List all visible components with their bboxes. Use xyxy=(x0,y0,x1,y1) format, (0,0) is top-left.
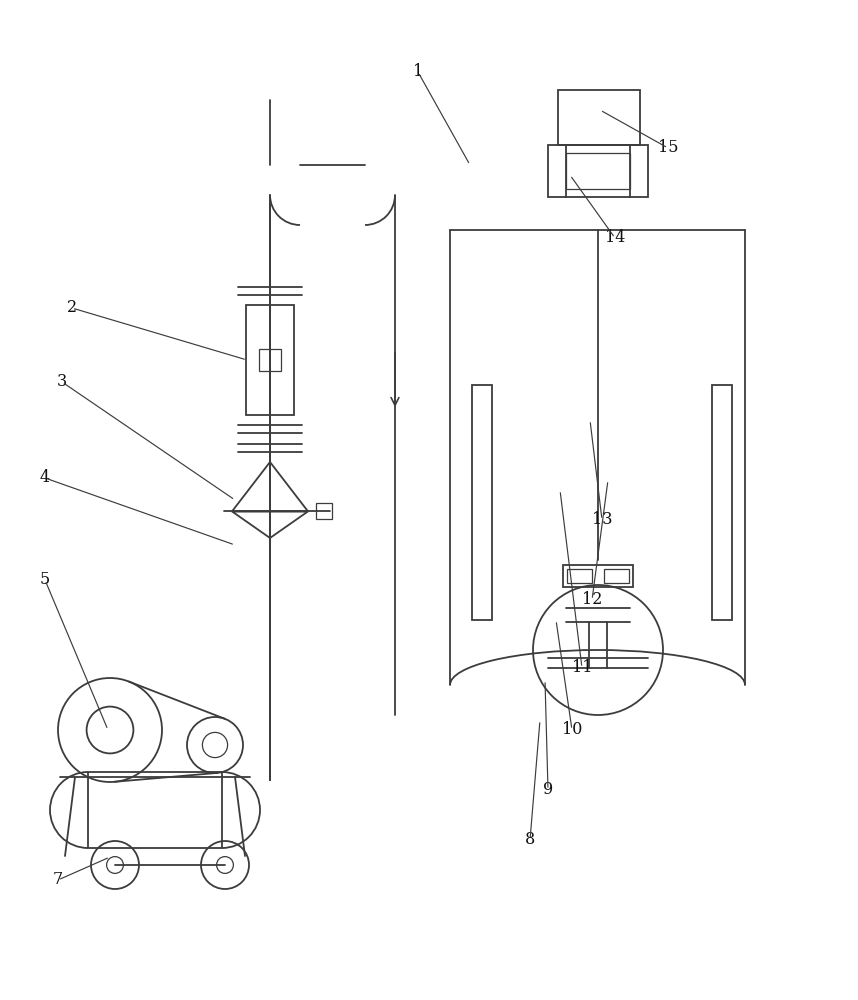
Text: 3: 3 xyxy=(57,373,67,390)
Text: 12: 12 xyxy=(582,591,602,608)
Text: 1: 1 xyxy=(413,64,423,81)
Bar xyxy=(259,349,281,371)
Bar xyxy=(712,385,732,620)
Bar xyxy=(563,565,633,587)
Text: 7: 7 xyxy=(53,871,63,888)
Bar xyxy=(88,772,222,848)
Text: 5: 5 xyxy=(39,572,50,588)
Bar xyxy=(566,153,630,189)
Bar xyxy=(567,569,592,583)
Bar xyxy=(548,145,648,197)
Text: 11: 11 xyxy=(571,660,592,676)
Text: 8: 8 xyxy=(525,832,535,848)
Text: 4: 4 xyxy=(40,470,50,487)
Text: 13: 13 xyxy=(592,512,613,528)
Bar xyxy=(316,503,332,519)
Bar xyxy=(472,385,492,620)
Text: 9: 9 xyxy=(543,782,553,798)
Bar xyxy=(246,305,294,415)
Text: 15: 15 xyxy=(658,139,679,156)
Text: 10: 10 xyxy=(562,722,583,738)
Bar xyxy=(558,90,640,145)
Text: 2: 2 xyxy=(67,300,77,316)
Text: 14: 14 xyxy=(605,230,625,246)
Bar xyxy=(604,569,629,583)
